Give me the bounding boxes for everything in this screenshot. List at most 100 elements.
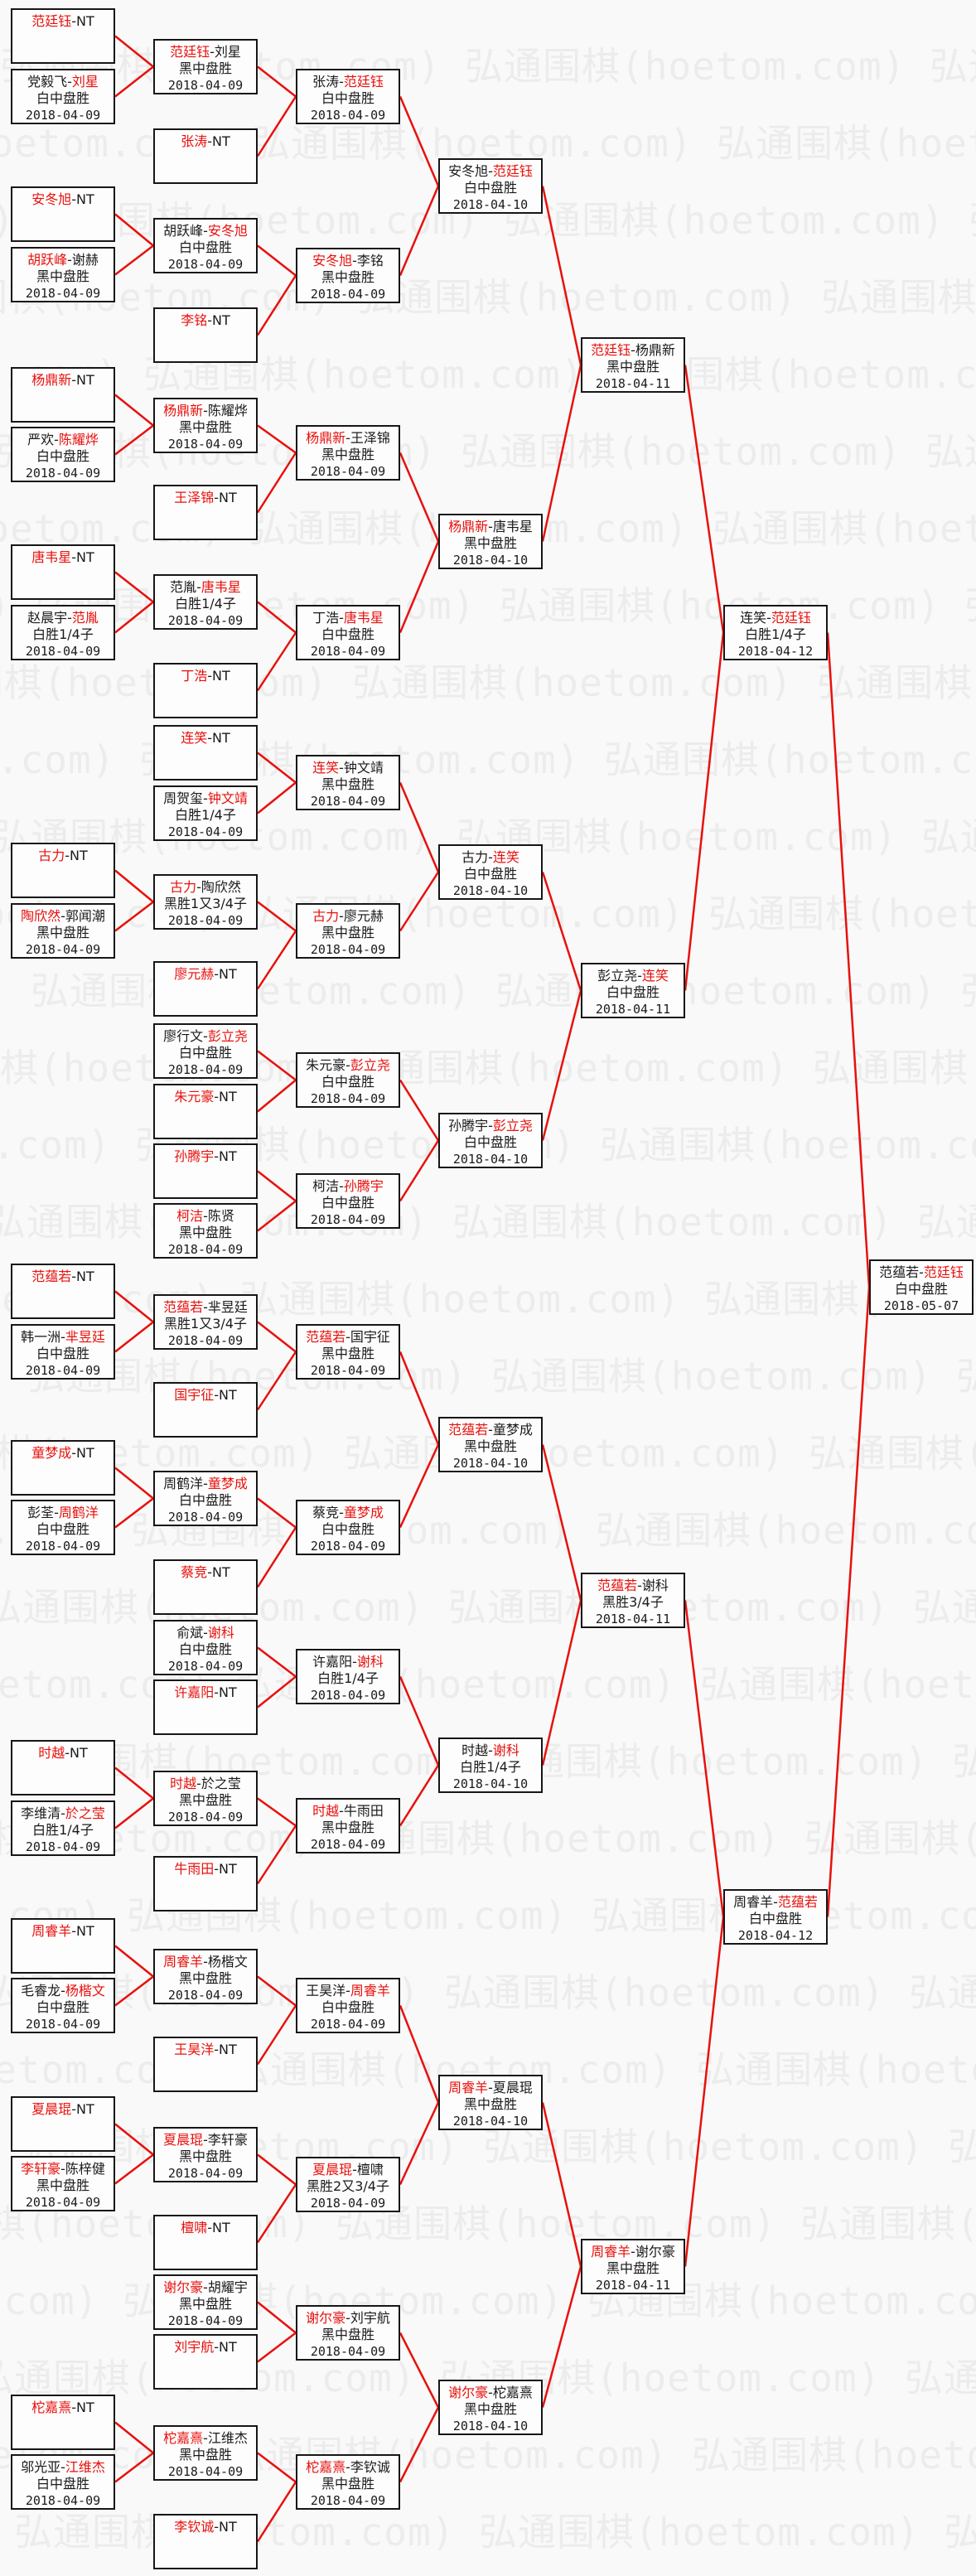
match-players: 张涛-NT xyxy=(155,133,256,150)
match-result: 白中盘胜 xyxy=(321,1999,374,2015)
match-players: 胡跃峰-谢赫 xyxy=(12,252,114,268)
match-date: 2018-04-09 xyxy=(167,257,244,272)
player2-name: 李铭 xyxy=(356,253,384,268)
match-players: 古力-连笑 xyxy=(440,849,541,866)
player1-name: 范蕴若 xyxy=(31,1269,72,1284)
player2-name: 陈贤 xyxy=(207,1208,234,1224)
name-separator: - xyxy=(60,1983,65,1998)
match-box: 范廷钰-刘星 黑中盘胜 2018-04-09 xyxy=(153,39,258,94)
player1-name: 夏晨琨 xyxy=(163,2132,204,2148)
name-separator: - xyxy=(207,1564,213,1580)
player2-name: NT xyxy=(212,133,230,149)
connector-line xyxy=(399,1079,440,1142)
connector-line xyxy=(257,2452,297,2483)
match-box: 邬光亚-江维杰 白中盘胜 2018-04-09 xyxy=(11,2454,115,2510)
match-box: 彭立尧-连笑 白中盘胜 2018-04-11 xyxy=(581,963,685,1018)
name-separator: - xyxy=(214,2042,220,2057)
player1-name: 蔡竞 xyxy=(181,1564,208,1580)
connector-line xyxy=(114,1290,154,1323)
match-box: 严欢-陈耀烨 白中盘胜 2018-04-09 xyxy=(11,427,115,482)
match-players: 夏晨琨-NT xyxy=(12,2101,114,2118)
match-players: 连笑-NT xyxy=(155,730,256,747)
player2-name: 江维杰 xyxy=(207,2430,248,2446)
player2-name: NT xyxy=(212,2220,230,2235)
match-players: 范廷钰-刘星 xyxy=(155,44,256,60)
player1-name: 廖行文 xyxy=(163,1028,204,1044)
player2-name: 范廷钰 xyxy=(771,610,811,626)
player2-name: 李钦诚 xyxy=(350,2459,390,2475)
player1-name: 陶欣然 xyxy=(21,908,61,924)
connector-line xyxy=(257,2332,297,2363)
match-players: 国宇征-NT xyxy=(155,1387,256,1404)
name-separator: - xyxy=(196,879,201,895)
match-players: 范蕴若-芈昱廷 xyxy=(155,1299,256,1316)
player2-name: NT xyxy=(219,1148,237,1164)
connector-line xyxy=(256,1824,297,1885)
connector-line xyxy=(114,2123,154,2156)
connector-line xyxy=(541,1600,582,1766)
match-players: 柯洁-陈贤 xyxy=(155,1208,256,1225)
match-players: 张涛-范廷钰 xyxy=(297,74,399,90)
match-date: 2018-04-09 xyxy=(310,1837,386,1852)
player2-name: NT xyxy=(219,490,237,505)
match-date: 2018-04-09 xyxy=(310,1212,386,1227)
name-separator: - xyxy=(207,668,213,684)
player2-name: 廖元赫 xyxy=(343,908,384,924)
player2-name: 童梦成 xyxy=(207,1476,248,1491)
bye-box: 周睿羊-NT xyxy=(11,1918,115,1974)
player1-name: 杨鼎新 xyxy=(31,372,72,388)
player2-name: 谢科 xyxy=(207,1625,234,1641)
match-result: 黑中盘胜 xyxy=(321,1346,374,1361)
player1-name: 丁浩 xyxy=(181,668,208,684)
connector-line xyxy=(256,1526,297,1588)
player1-name: 夏晨琨 xyxy=(312,2162,353,2177)
match-box: 安冬旭-李铭 黑中盘胜 2018-04-09 xyxy=(296,248,400,303)
match-players: 谢尔豪-柁嘉熹 xyxy=(440,2385,541,2401)
match-result: 黑中盘胜 xyxy=(321,269,374,285)
match-players: 古力-NT xyxy=(12,848,114,864)
connector-line xyxy=(256,95,297,157)
name-separator: - xyxy=(71,1269,77,1284)
connector-line xyxy=(541,872,582,991)
bye-box: 丁浩-NT xyxy=(153,663,258,718)
match-box: 夏晨琨-檀啸 黑胜2又3/4子 2018-04-09 xyxy=(296,2157,400,2212)
player1-name: 时越 xyxy=(312,1803,340,1819)
match-box: 谢尔豪-胡耀宇 黑中盘胜 2018-04-09 xyxy=(153,2274,258,2330)
match-box: 蔡竞-童梦成 白中盘胜 2018-04-09 xyxy=(296,1500,400,1555)
player1-name: 时越 xyxy=(38,1745,65,1761)
player2-name: NT xyxy=(76,1445,94,1461)
player2-name: 杨鼎新 xyxy=(635,342,675,358)
connector-line xyxy=(114,244,154,276)
match-box: 古力-连笑 白中盘胜 2018-04-10 xyxy=(438,844,543,900)
name-separator: - xyxy=(488,849,493,865)
connector-line xyxy=(399,96,440,186)
player1-name: 范廷钰 xyxy=(170,44,210,60)
match-result: 黑中盘胜 xyxy=(36,268,89,284)
match-box: 李轩豪-陈梓健 黑中盘胜 2018-04-09 xyxy=(11,2156,115,2211)
match-players: 时越-於之莹 xyxy=(155,1776,256,1792)
player2-name: 彭立尧 xyxy=(207,1028,248,1044)
player1-name: 杨鼎新 xyxy=(448,519,489,534)
match-date: 2018-04-09 xyxy=(167,913,244,928)
match-players: 彭立尧-连笑 xyxy=(582,968,684,984)
match-players: 李铭-NT xyxy=(155,312,256,329)
match-players: 李轩豪-陈梓健 xyxy=(12,2161,114,2177)
bye-box: 王泽锦-NT xyxy=(153,485,258,540)
match-result: 白中盘胜 xyxy=(321,1195,374,1211)
name-separator: - xyxy=(339,760,344,776)
player1-name: 毛睿龙 xyxy=(21,1983,61,1998)
bye-box: 柁嘉熹-NT xyxy=(11,2395,115,2450)
match-result: 白中盘胜 xyxy=(36,1521,89,1537)
player1-name: 党毅飞 xyxy=(27,74,68,89)
match-date: 2018-04-11 xyxy=(595,1612,671,1626)
name-separator: - xyxy=(60,1805,65,1821)
player1-name: 古力 xyxy=(170,879,197,895)
match-result: 黑胜1又3/4子 xyxy=(164,1316,247,1331)
connector-line xyxy=(257,424,297,454)
player2-name: 陶欣然 xyxy=(201,879,241,895)
bye-box: 孙腾宇-NT xyxy=(153,1143,258,1199)
connector-line xyxy=(399,871,440,932)
match-result: 黑中盘胜 xyxy=(36,925,89,940)
match-result: 黑中盘胜 xyxy=(36,2177,89,2193)
